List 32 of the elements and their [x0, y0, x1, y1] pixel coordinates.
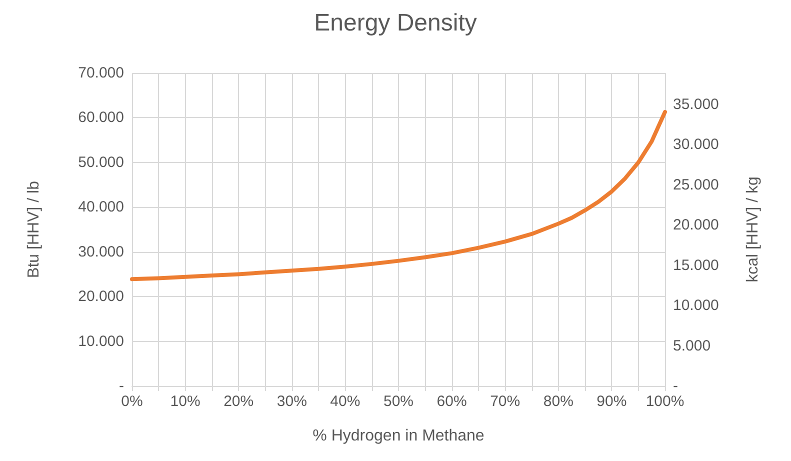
x-tick-label: 60%	[436, 393, 467, 410]
x-tick-label: 100%	[646, 393, 684, 410]
y2-tick-label: 35.000	[673, 96, 719, 113]
y2-tick-label: 10.000	[673, 297, 719, 314]
y-tick-label: 10.000	[78, 332, 124, 350]
y2-tick-label: 20.000	[673, 216, 719, 234]
x-tick-label: 40%	[330, 393, 360, 410]
y-tick-label: 50.000	[78, 154, 124, 171]
y-tick-label: 20.000	[78, 288, 124, 306]
y2-tick-label: 5.000	[673, 337, 711, 354]
x-axis-title: % Hydrogen in Methane	[312, 428, 484, 444]
x-tick-label: 30%	[276, 393, 307, 410]
y2-tick-label: -	[673, 378, 678, 394]
y2-tick-label: 15.000	[673, 256, 719, 274]
y-tick-label: 60.000	[78, 109, 124, 126]
y-tick-label: 70.000	[78, 64, 124, 82]
y2-tick-label: 30.000	[673, 136, 719, 154]
x-tick-label: 20%	[224, 393, 254, 410]
x-tick-label: 10%	[170, 393, 200, 410]
y-tick-label: -	[119, 378, 124, 394]
line-series	[130, 110, 667, 282]
x-tick-label: 70%	[490, 393, 520, 410]
x-tick-label: 90%	[596, 393, 627, 410]
y-tick-label: 30.000	[78, 243, 124, 260]
y-tick-label: 40.000	[78, 198, 124, 216]
x-tick-label: 0%	[121, 393, 143, 410]
y-axis-title: Btu [HHV] / lb	[26, 180, 42, 278]
y2-tick-label: 25.000	[673, 176, 719, 194]
x-tick-label: 50%	[383, 393, 414, 410]
y2-axis-title: kcal [HHV] / kg	[744, 176, 762, 282]
chart-title: Energy Density	[314, 10, 477, 36]
x-tick-label: 80%	[543, 393, 574, 410]
